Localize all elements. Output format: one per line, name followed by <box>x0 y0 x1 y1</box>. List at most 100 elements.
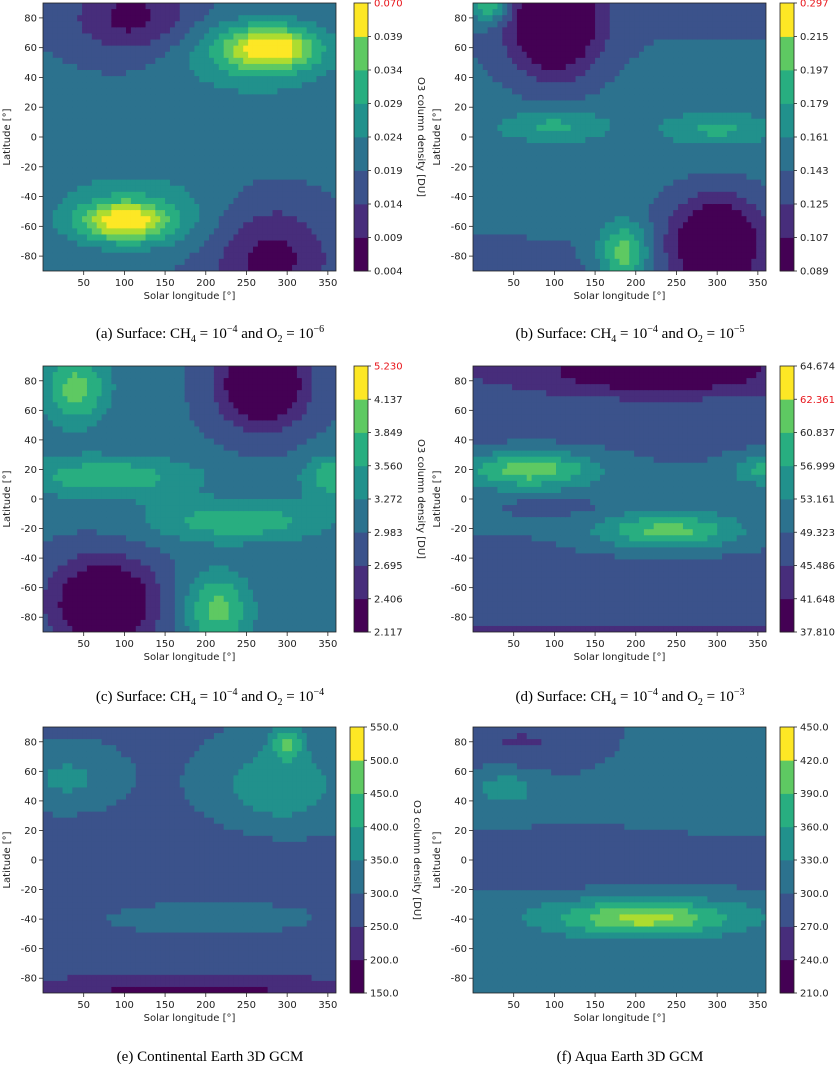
heatmap-cell <box>624 246 630 254</box>
heatmap-cell <box>521 161 528 169</box>
heatmap-cell <box>722 204 728 211</box>
heatmap-cell <box>238 94 244 102</box>
heatmap-cell <box>140 112 147 120</box>
heatmap-cell <box>599 204 606 211</box>
heatmap-cell <box>682 137 689 144</box>
heatmap-cell <box>722 161 728 169</box>
heatmap-cell <box>306 216 313 223</box>
heatmap-cell <box>712 82 718 89</box>
heatmap-cell <box>248 222 254 229</box>
heatmap-cell <box>165 246 171 254</box>
heatmap-cell <box>267 143 274 150</box>
heatmap-cell <box>634 204 640 211</box>
heatmap-cell <box>62 118 69 126</box>
heatmap-cell <box>692 27 699 35</box>
heatmap-cell <box>257 179 264 187</box>
heatmap-cell <box>77 27 83 35</box>
heatmap-cell <box>541 197 547 205</box>
heatmap-cell <box>82 112 88 120</box>
heatmap-cell <box>209 3 215 10</box>
heatmap-cell <box>145 27 152 35</box>
heatmap-cell <box>135 82 142 89</box>
heatmap-cell <box>140 149 147 156</box>
heatmap-cell <box>697 246 704 254</box>
heatmap-cell <box>609 15 616 22</box>
heatmap-cell <box>590 143 596 150</box>
heatmap-cell <box>678 15 684 22</box>
heatmap-cell <box>556 167 562 175</box>
heatmap-cell <box>150 63 156 71</box>
heatmap-cell <box>316 252 322 260</box>
heatmap-cell <box>52 88 59 95</box>
heatmap-cell <box>111 27 117 35</box>
heatmap-cell <box>653 149 660 156</box>
heatmap-cell <box>663 234 669 242</box>
heatmap-cell <box>570 216 577 223</box>
heatmap-cell <box>52 106 59 114</box>
heatmap-cell <box>116 45 122 53</box>
heatmap-cell <box>697 228 704 236</box>
heatmap-cell <box>67 197 73 205</box>
heatmap-cell <box>306 191 313 199</box>
heatmap-cell <box>604 173 611 181</box>
heatmap-cell <box>116 149 122 156</box>
heatmap-cell <box>116 51 122 59</box>
heatmap-cell <box>150 204 156 211</box>
heatmap-cell <box>590 45 596 53</box>
heatmap-cell <box>331 9 336 16</box>
heatmap-cell <box>477 240 484 248</box>
heatmap-cell <box>218 100 225 108</box>
heatmap-cell <box>653 15 660 22</box>
heatmap-cell <box>673 216 679 223</box>
heatmap-cell <box>82 76 88 83</box>
heatmap-cell <box>277 51 283 59</box>
heatmap-cell <box>277 234 283 242</box>
heatmap-cell <box>62 9 69 16</box>
heatmap-cell <box>189 27 195 35</box>
heatmap-cell <box>238 252 244 260</box>
heatmap-cell <box>228 204 235 211</box>
heatmap-cell <box>126 246 132 254</box>
heatmap-cell <box>160 167 166 175</box>
heatmap-cell <box>257 167 264 175</box>
heatmap-cell <box>72 222 78 229</box>
heatmap-cell <box>590 191 596 199</box>
heatmap-cell <box>272 130 278 138</box>
heatmap-cell <box>292 3 298 10</box>
heatmap-cell <box>619 45 625 53</box>
heatmap-cell <box>590 39 596 47</box>
heatmap-cell <box>184 143 191 150</box>
heatmap-cell <box>223 173 230 181</box>
heatmap-cell <box>209 258 215 266</box>
heatmap-cell <box>531 197 538 205</box>
heatmap-cell <box>262 228 269 236</box>
heatmap-cell <box>722 88 728 95</box>
heatmap-cell <box>697 88 704 95</box>
heatmap-cell <box>507 9 513 16</box>
heatmap-cell <box>477 124 484 132</box>
heatmap-cell <box>116 3 122 10</box>
heatmap-cell <box>321 88 327 95</box>
heatmap-cell <box>160 210 166 217</box>
heatmap-cell <box>277 155 283 162</box>
heatmap-cell <box>536 240 542 248</box>
heatmap-cell <box>160 112 166 120</box>
heatmap-cell <box>106 252 112 260</box>
heatmap-cell <box>531 124 538 132</box>
heatmap-cell <box>301 179 308 187</box>
heatmap-cell <box>96 118 103 126</box>
heatmap-cell <box>541 100 547 108</box>
heatmap-cell <box>507 45 513 53</box>
heatmap-cell <box>311 51 318 59</box>
heatmap-cell <box>614 130 621 138</box>
heatmap-cell <box>169 21 176 28</box>
heatmap-cell <box>233 63 239 71</box>
heatmap-cell <box>512 216 518 223</box>
heatmap-cell <box>546 88 552 95</box>
heatmap-cell <box>673 204 679 211</box>
heatmap-cell <box>292 228 298 236</box>
heatmap-cell <box>722 130 728 138</box>
heatmap-cell <box>541 124 547 132</box>
heatmap-cell <box>687 264 694 271</box>
heatmap-cell <box>712 63 718 71</box>
